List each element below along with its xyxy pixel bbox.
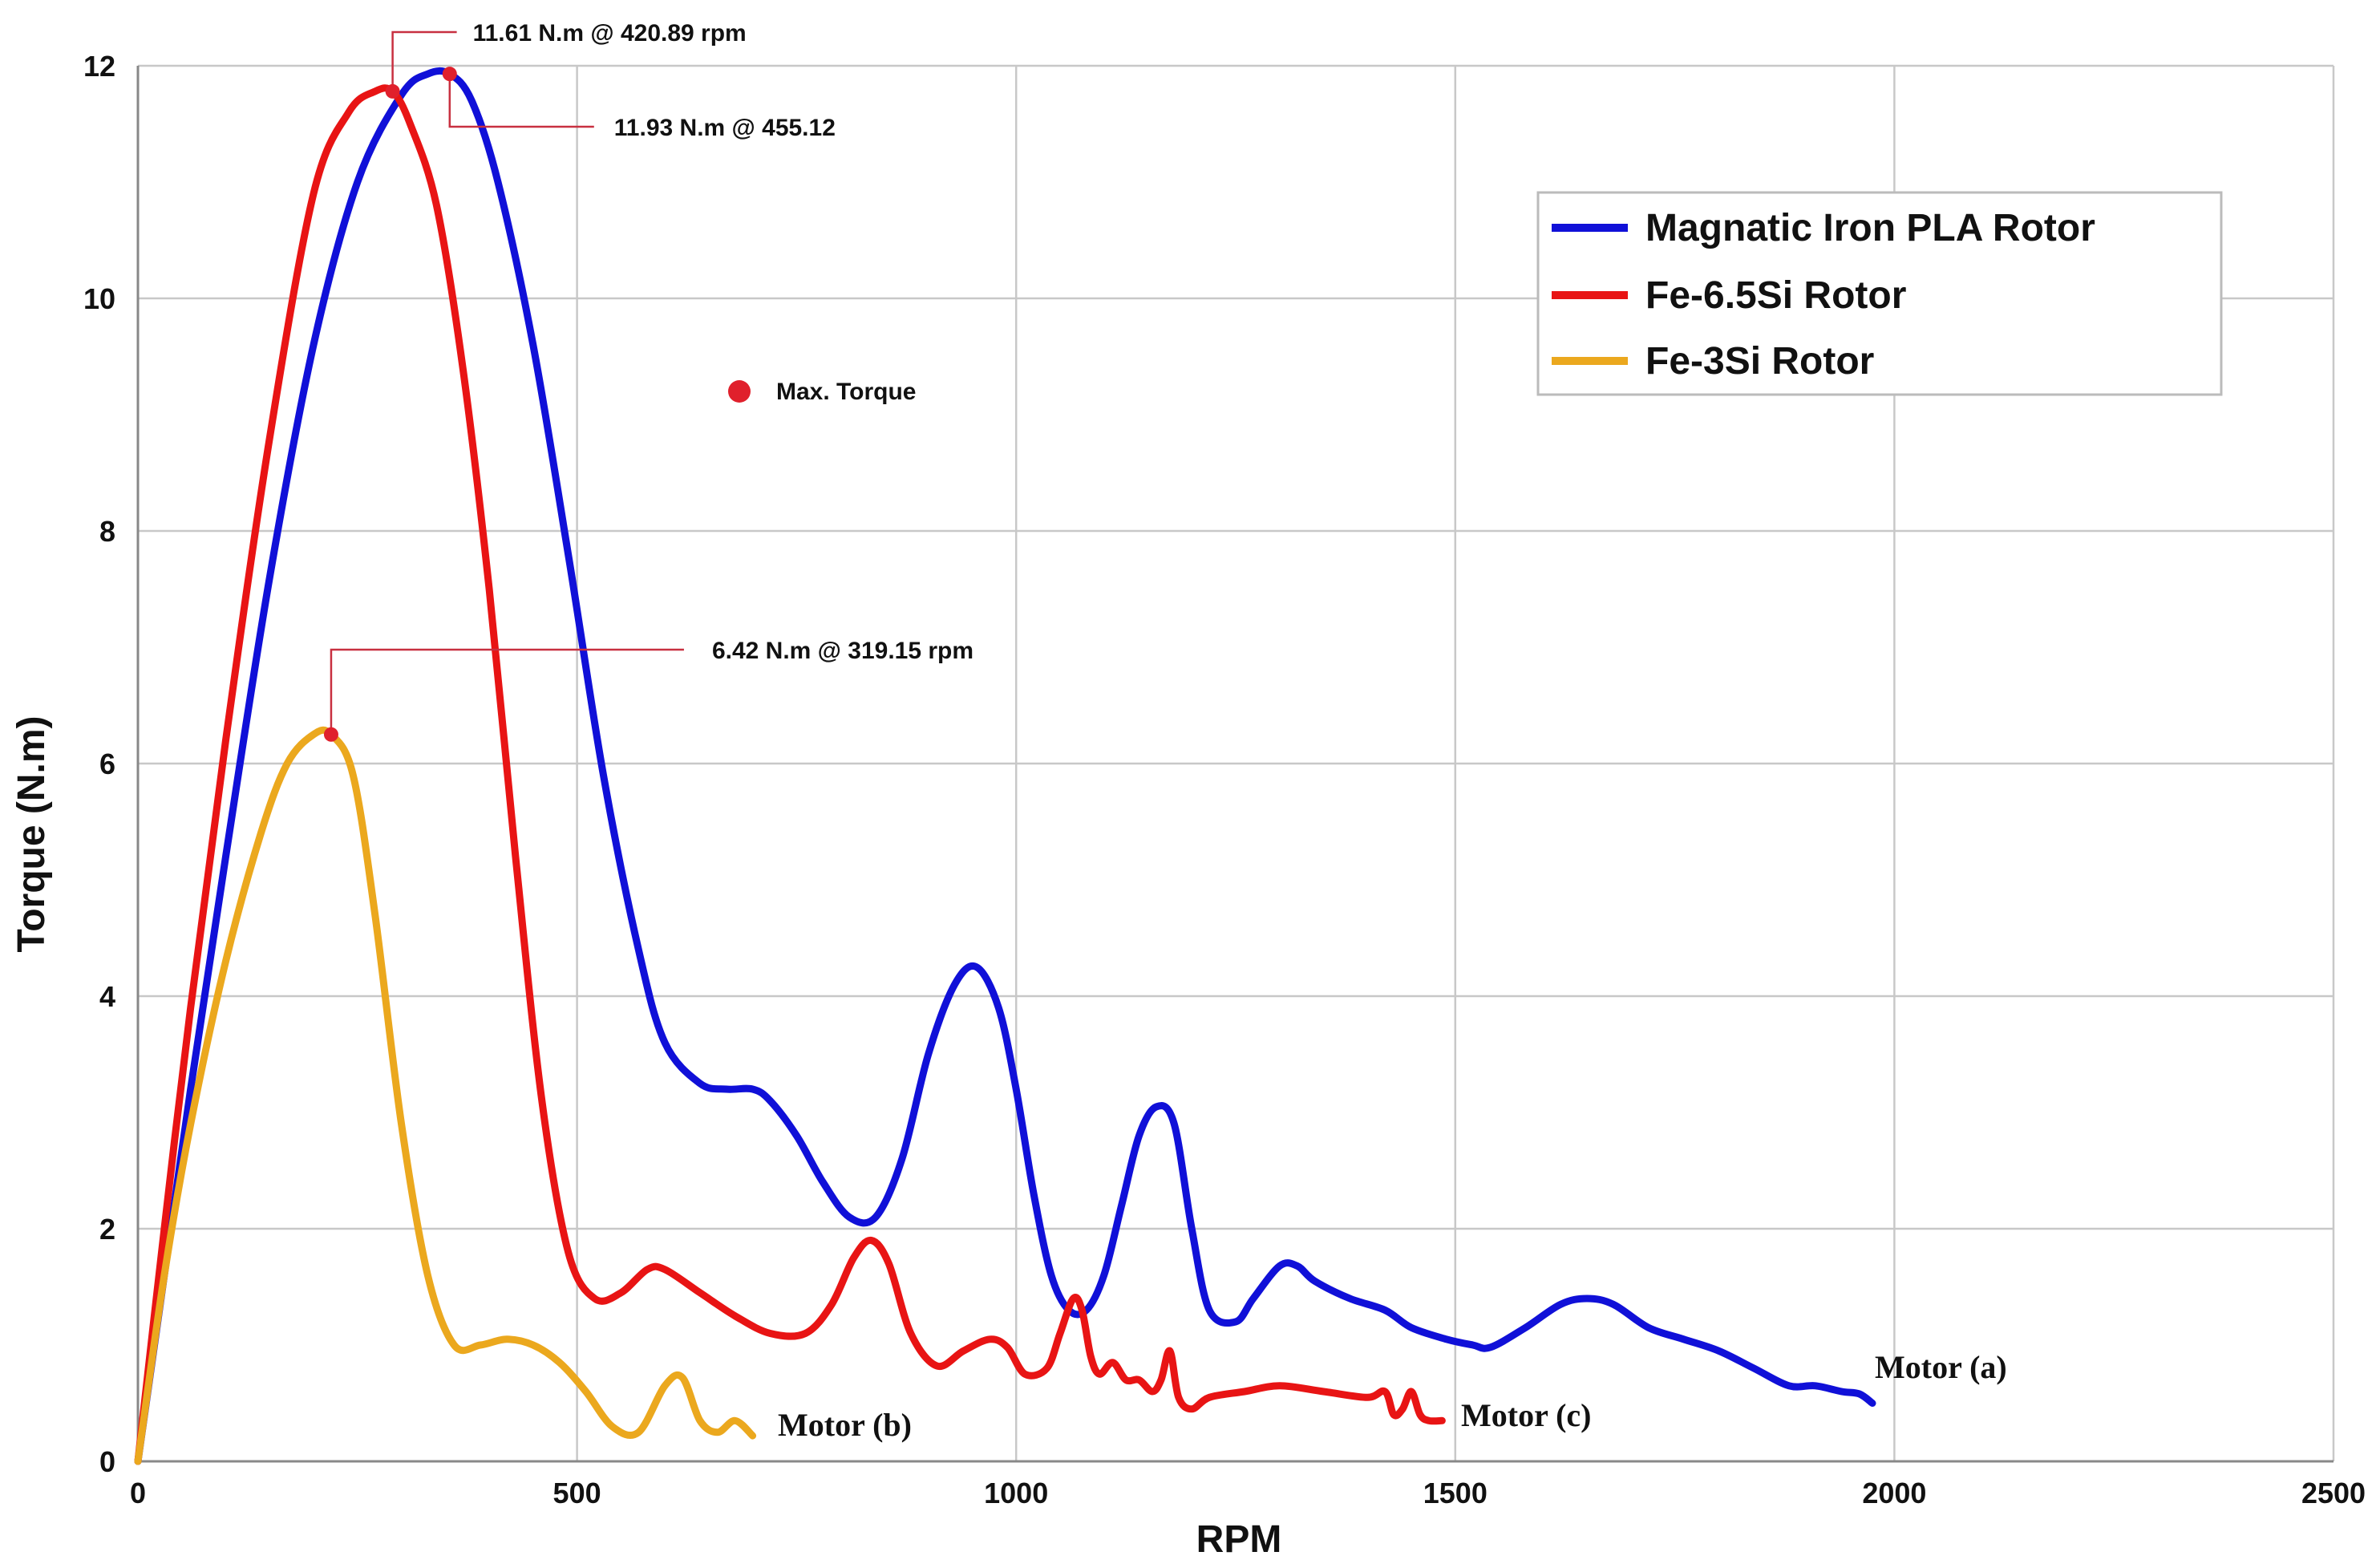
x-tick-label: 500 [553,1477,601,1509]
series-lines [134,67,1876,1465]
max-torque-annotation: 11.93 N.m @ 455.12 [442,67,836,141]
x-tick-label: 2500 [2301,1477,2366,1509]
x-tick-label: 1500 [1423,1477,1488,1509]
y-tick-label: 12 [83,50,115,83]
annotation-leader-line [391,30,457,91]
series-line-fe-6-5si [134,84,1446,1465]
max-torque-marker [385,83,400,99]
motor-label-b: Motor (b) [778,1407,912,1443]
motor-label-a: Motor (a) [1875,1349,2007,1385]
grid [136,64,2335,1463]
legend-box [1536,191,2223,396]
legend-label-magnatic-iron: Magnatic Iron PLA Rotor [1645,207,2095,249]
x-axis-title: RPM [1196,1518,1282,1561]
series-line-magnatic-iron [134,67,1876,1465]
annotations: 11.61 N.m @ 420.89 rpm 11.93 N.m @ 455.12… [323,20,973,742]
y-tick-label: 2 [99,1213,115,1246]
y-tick-label: 6 [99,748,115,780]
y-axis-title: Torque (N.m) [10,715,53,952]
y-tick-label: 10 [83,282,115,315]
y-tick-label: 4 [99,980,115,1013]
x-tick-label: 2000 [1862,1477,1926,1509]
max-torque-legend-dot [728,380,751,403]
max-torque-legend-label: Max. Torque [776,379,916,405]
legend-label-fe-3si: Fe-3Si Rotor [1645,340,1874,383]
max-torque-annotation-label: 11.93 N.m @ 455.12 [614,115,836,141]
series-line-fe-3si [134,726,757,1465]
x-tick-label: 1000 [984,1477,1048,1509]
annotation-leader-line [448,74,594,128]
legend: Magnatic Iron PLA Rotor Fe-6.5Si Rotor F… [1536,191,2223,396]
tick-labels: 0 500 1000 1500 2000 2500 0 2 4 6 8 10 12 [83,50,2366,1509]
max-torque-annotation: 11.61 N.m @ 420.89 rpm [385,20,747,99]
max-torque-marker [323,727,338,742]
x-tick-label: 0 [130,1477,146,1509]
y-tick-label: 8 [99,515,115,548]
max-torque-annotation-label: 6.42 N.m @ 319.15 rpm [712,638,973,664]
legend-label-fe-6-5si: Fe-6.5Si Rotor [1645,274,1906,317]
max-torque-marker [442,67,457,82]
y-tick-label: 0 [99,1445,115,1478]
annotation-leader-line [330,648,684,735]
max-torque-annotation: 6.42 N.m @ 319.15 rpm [323,638,973,742]
max-torque-annotation-label: 11.61 N.m @ 420.89 rpm [473,20,747,47]
max-torque-legend: Max. Torque [728,379,916,405]
motor-label-c: Motor (c) [1461,1397,1592,1433]
